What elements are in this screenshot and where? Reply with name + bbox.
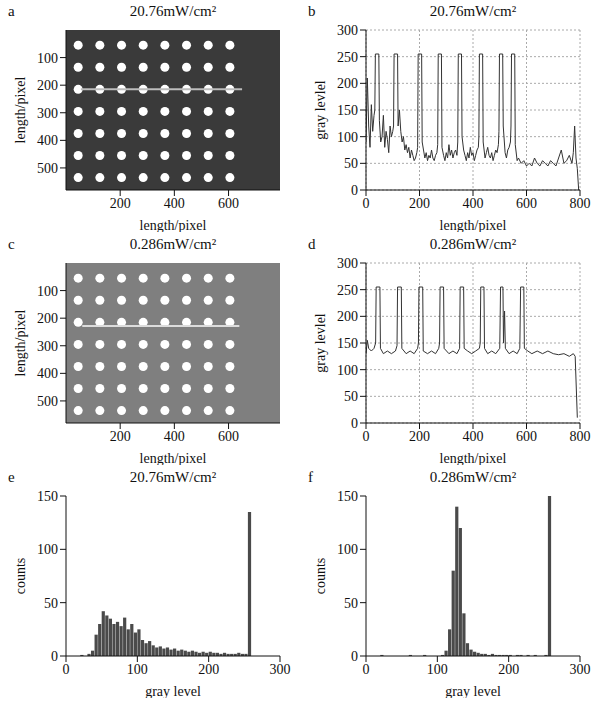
svg-text:100: 100 [37,284,58,299]
svg-text:150: 150 [337,336,358,351]
svg-text:400: 400 [463,429,484,444]
svg-text:length/pixel: length/pixel [13,76,28,143]
svg-text:0: 0 [63,662,70,677]
svg-text:200: 200 [409,429,430,444]
svg-text:200: 200 [498,662,519,677]
svg-text:400: 400 [164,429,185,444]
svg-text:200: 200 [37,311,58,326]
svg-text:50: 50 [44,596,58,611]
svg-text:100: 100 [337,130,358,145]
svg-text:50: 50 [344,389,358,404]
svg-text:200: 200 [198,662,219,677]
svg-text:50: 50 [344,156,358,171]
svg-text:200: 200 [337,76,358,91]
svg-text:0: 0 [351,183,358,198]
svg-text:150: 150 [337,489,358,504]
html-text:20.76mW/cm²: 20.76mW/cm² [129,3,217,19]
html-text:0.286mW/cm²: 0.286mW/cm² [429,469,517,485]
html-text:c: c [8,236,15,252]
svg-text:800: 800 [570,429,591,444]
svg-text:gray levlel: gray levlel [313,80,328,140]
svg-text:200: 200 [110,196,131,211]
svg-text:800: 800 [570,196,591,211]
svg-text:200: 200 [337,309,358,324]
svg-text:500: 500 [37,161,58,176]
svg-text:counts: counts [13,558,28,595]
svg-text:length/pixel: length/pixel [13,309,28,376]
svg-text:300: 300 [37,106,58,121]
html-text:d: d [308,236,316,252]
svg-text:100: 100 [427,662,448,677]
svg-text:length/pixel: length/pixel [440,451,507,465]
html-text:f: f [308,469,313,485]
svg-text:100: 100 [127,662,148,677]
svg-text:100: 100 [337,363,358,378]
svg-text:150: 150 [37,489,58,504]
html-text:b: b [308,3,316,19]
svg-text:0: 0 [363,662,370,677]
svg-text:400: 400 [164,196,185,211]
svg-text:100: 100 [37,51,58,66]
svg-text:600: 600 [218,429,239,444]
svg-text:100: 100 [337,542,358,557]
svg-text:gray level: gray level [145,684,201,698]
svg-text:50: 50 [344,596,358,611]
svg-text:counts: counts [313,558,328,595]
svg-text:300: 300 [337,23,358,38]
svg-text:250: 250 [337,50,358,65]
html-text:0.286mW/cm²: 0.286mW/cm² [129,236,217,252]
svg-text:200: 200 [37,78,58,93]
svg-text:250: 250 [337,283,358,298]
svg-text:600: 600 [516,196,537,211]
html-text:0.286mW/cm²: 0.286mW/cm² [429,236,517,252]
html-text:20.76mW/cm²: 20.76mW/cm² [429,3,517,19]
svg-text:600: 600 [218,196,239,211]
svg-text:0: 0 [351,416,358,431]
svg-text:gray levlel: gray levlel [313,313,328,373]
html-text:20.76mW/cm²: 20.76mW/cm² [129,469,217,485]
svg-text:150: 150 [337,103,358,118]
svg-text:300: 300 [570,662,591,677]
svg-text:300: 300 [337,256,358,271]
svg-text:200: 200 [110,429,131,444]
svg-text:length/pixel: length/pixel [140,451,207,465]
svg-text:300: 300 [270,662,291,677]
svg-text:500: 500 [37,394,58,409]
svg-text:length/pixel: length/pixel [440,218,507,232]
svg-text:400: 400 [37,366,58,381]
html-text:e: e [8,469,15,485]
svg-text:400: 400 [37,133,58,148]
svg-text:200: 200 [409,196,430,211]
svg-text:100: 100 [37,542,58,557]
svg-text:400: 400 [463,196,484,211]
svg-text:length/pixel: length/pixel [140,218,207,232]
svg-text:gray level: gray level [445,684,501,698]
svg-text:0: 0 [363,429,370,444]
svg-text:300: 300 [37,339,58,354]
svg-text:0: 0 [351,649,358,664]
svg-text:0: 0 [363,196,370,211]
svg-text:0: 0 [51,649,58,664]
svg-text:600: 600 [516,429,537,444]
html-text:a: a [8,3,15,19]
